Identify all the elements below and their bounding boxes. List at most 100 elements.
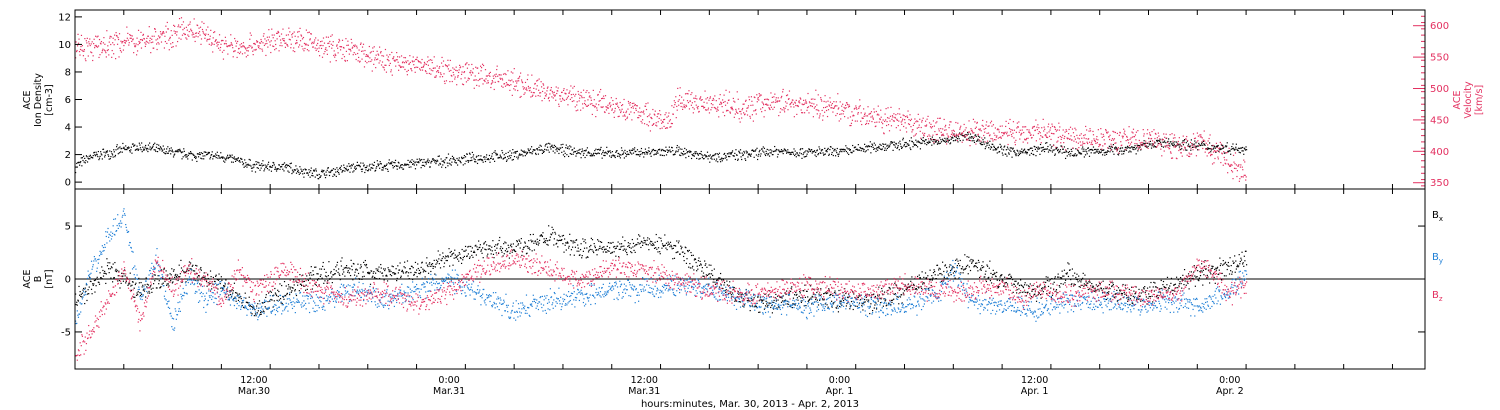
density-point — [302, 173, 304, 175]
density-point — [1236, 148, 1238, 150]
density-point — [486, 154, 488, 156]
velocity-point — [779, 111, 781, 113]
velocity-point — [861, 123, 863, 126]
velocity-point — [408, 63, 410, 65]
velocity-point — [929, 135, 931, 137]
velocity-point — [1222, 146, 1224, 148]
velocity-point — [193, 18, 195, 20]
velocity-point — [407, 60, 409, 62]
velocity-point — [966, 138, 969, 140]
density-point — [396, 165, 398, 167]
velocity-point — [759, 95, 761, 97]
density-point — [538, 149, 541, 151]
velocity-point — [176, 40, 179, 43]
velocity-point — [560, 95, 562, 97]
velocity-point — [934, 139, 936, 141]
velocity-point — [171, 46, 173, 49]
velocity-point — [1066, 130, 1068, 132]
velocity-point — [1079, 141, 1081, 143]
velocity-point — [876, 114, 878, 116]
velocity-point — [165, 31, 167, 33]
density-point — [663, 154, 665, 157]
density-point — [248, 158, 250, 161]
velocity-point — [868, 120, 871, 122]
velocity-point — [313, 41, 315, 43]
velocity-point — [1130, 141, 1133, 143]
velocity-point — [333, 50, 335, 52]
velocity-point — [804, 112, 806, 114]
density-point — [691, 153, 693, 156]
velocity-point — [357, 52, 359, 55]
velocity-point — [723, 94, 725, 96]
velocity-point — [1211, 163, 1214, 165]
bx-point — [160, 269, 163, 271]
velocity-point — [1081, 144, 1083, 146]
density-point — [287, 170, 289, 172]
density-point — [955, 136, 957, 138]
density-point — [869, 141, 871, 143]
density-point — [956, 135, 958, 137]
density-point — [282, 168, 284, 170]
density-point — [839, 148, 841, 151]
velocity-point — [974, 127, 976, 130]
velocity-point — [303, 50, 305, 52]
bx-point — [206, 285, 208, 287]
velocity-point — [285, 42, 287, 44]
density-point — [136, 145, 138, 147]
velocity-point — [859, 105, 861, 107]
velocity-point — [374, 59, 376, 61]
velocity-point — [318, 50, 320, 53]
velocity-point — [601, 97, 604, 99]
density-point — [1021, 148, 1023, 150]
density-point — [827, 147, 829, 150]
density-point — [1050, 147, 1052, 149]
velocity-point — [1165, 133, 1167, 135]
bx-point — [147, 292, 149, 294]
density-point — [92, 154, 94, 157]
velocity-point — [740, 113, 742, 115]
velocity-point — [814, 98, 816, 100]
bx-point — [119, 287, 121, 289]
velocity-point — [1191, 143, 1194, 145]
density-point — [909, 147, 911, 149]
bx-point — [182, 269, 184, 271]
velocity-point — [798, 101, 800, 103]
velocity-point — [840, 118, 842, 120]
velocity-point — [687, 101, 690, 104]
density-point — [993, 145, 995, 147]
density-point — [696, 157, 698, 160]
density-point — [373, 161, 376, 163]
density-point — [1067, 148, 1069, 150]
velocity-point — [283, 38, 285, 40]
velocity-point — [186, 29, 188, 31]
density-point — [364, 166, 366, 169]
density-point — [305, 169, 307, 171]
velocity-point — [917, 120, 919, 123]
density-point — [427, 158, 429, 160]
velocity-point — [301, 45, 303, 47]
velocity-point — [1010, 134, 1013, 136]
velocity-point — [1159, 143, 1161, 145]
velocity-point — [590, 97, 592, 99]
density-point — [845, 145, 847, 147]
velocity-point — [612, 103, 614, 105]
velocity-point — [1124, 133, 1126, 136]
density-point — [997, 147, 999, 149]
velocity-point — [779, 100, 781, 102]
density-point — [179, 148, 181, 150]
velocity-point — [295, 43, 297, 45]
velocity-point — [82, 50, 84, 52]
velocity-point — [879, 118, 881, 121]
bx-point — [220, 276, 222, 278]
density-point — [433, 159, 435, 161]
velocity-point — [763, 116, 765, 118]
bx-point — [340, 265, 343, 267]
velocity-point — [1122, 135, 1124, 137]
velocity-point — [275, 43, 277, 46]
velocity-point — [331, 47, 333, 49]
bx-point — [180, 267, 183, 269]
density-point — [790, 153, 792, 155]
density-point — [169, 150, 171, 152]
velocity-point — [292, 50, 294, 52]
density-point — [459, 161, 462, 163]
